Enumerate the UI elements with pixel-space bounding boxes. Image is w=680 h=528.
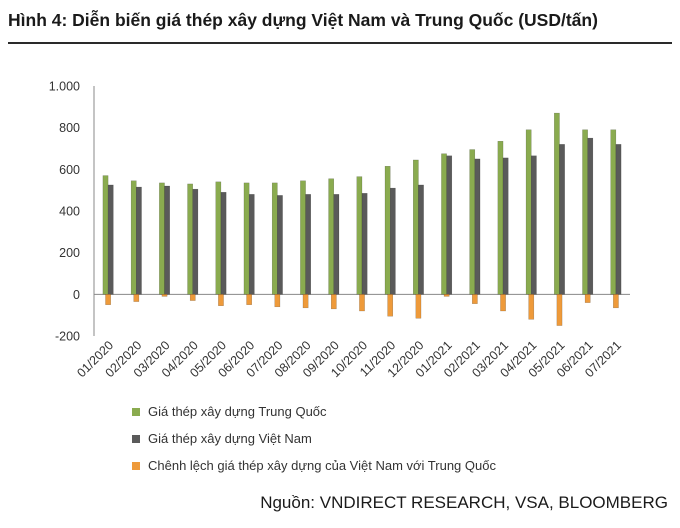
legend-item-china: Giá thép xây dựng Trung Quốc (132, 398, 496, 425)
bar-china (610, 129, 617, 295)
legend-item-difference: Chênh lệch giá thép xây dựng của Việt Na… (132, 452, 496, 479)
bar-china (159, 182, 165, 295)
bar-vietnam (136, 186, 142, 295)
bar-china (413, 159, 419, 295)
bar-difference (472, 294, 478, 304)
legend-swatch-china (132, 407, 140, 416)
bar-china (441, 153, 447, 295)
y-tick-label: 200 (59, 246, 80, 260)
bar-vietnam (474, 158, 481, 295)
bar-vietnam (390, 187, 396, 295)
bar-china (102, 175, 109, 295)
legend: Giá thép xây dựng Trung Quốc Giá thép xâ… (132, 398, 496, 479)
bar-china (215, 181, 222, 295)
bar-vietnam (446, 155, 453, 295)
bar-difference (246, 294, 252, 305)
bars (102, 112, 622, 326)
bar-china (525, 129, 532, 295)
bar-vietnam (418, 184, 424, 295)
bar-difference (500, 294, 506, 312)
bar-difference (105, 294, 111, 305)
source-note: Nguồn: VNDIRECT RESEARCH, VSA, BLOOMBERG (260, 493, 668, 512)
bar-vietnam (277, 195, 283, 295)
bar-difference (161, 294, 168, 297)
bar-difference (133, 294, 140, 302)
bar-china (554, 112, 560, 295)
bar-vietnam (192, 188, 199, 295)
bar-vietnam (248, 194, 255, 295)
bar-vietnam (615, 144, 622, 295)
bar-china (328, 178, 334, 295)
bar-difference (274, 294, 281, 308)
bar-vietnam (502, 157, 509, 295)
x-tick-labels: 01/202002/202003/202004/202005/202006/20… (74, 338, 624, 380)
bar-vietnam (305, 194, 311, 295)
bar-vietnam (164, 185, 170, 295)
bar-china (187, 183, 193, 295)
bar-difference (218, 294, 224, 306)
bar-difference (359, 294, 365, 312)
bar-china (356, 176, 363, 295)
bar-difference (443, 294, 450, 297)
legend-item-vietnam: Giá thép xây dựng Việt Nam (132, 425, 496, 452)
legend-label-vietnam: Giá thép xây dựng Việt Nam (148, 431, 312, 446)
chart-title: Hình 4: Diễn biến giá thép xây dựng Việt… (8, 10, 598, 30)
legend-label-difference: Chênh lệch giá thép xây dựng của Việt Na… (148, 458, 496, 473)
legend-label-china: Giá thép xây dựng Trung Quốc (148, 404, 327, 419)
bar-china (582, 129, 588, 295)
bar-vietnam (107, 184, 114, 295)
bar-china (300, 180, 306, 295)
bar-china (497, 141, 504, 295)
bar-difference (302, 294, 309, 309)
bar-vietnam (559, 144, 565, 295)
y-tick-label: 400 (59, 205, 80, 219)
bar-vietnam (220, 192, 227, 295)
bar-china (384, 166, 391, 295)
legend-swatch-difference (132, 461, 140, 470)
bar-vietnam (587, 137, 594, 295)
bar-vietnam (361, 193, 368, 295)
bar-vietnam (531, 155, 537, 295)
bar-difference (613, 294, 619, 309)
y-tick-labels: 1.000 800 600 400 200 0 -200 (49, 80, 80, 344)
bar-china (130, 180, 137, 295)
bar-china (243, 182, 250, 295)
bar-china (469, 149, 476, 295)
bar-difference (189, 294, 196, 301)
bar-chart: 1.000 800 600 400 200 0 -200 01/202002/202003/… (49, 80, 630, 380)
bar-difference (556, 294, 563, 326)
bar-difference (387, 294, 394, 317)
bar-difference (415, 294, 422, 319)
bar-difference (330, 294, 337, 310)
y-tick-label: -200 (55, 330, 80, 344)
bar-china (271, 182, 278, 295)
bar-difference (528, 294, 535, 320)
title-rule (8, 42, 672, 44)
y-tick-label: 0 (73, 288, 80, 302)
y-tick-label: 600 (59, 163, 80, 177)
y-tick-label: 1.000 (49, 80, 80, 94)
y-tick-label: 800 (59, 121, 80, 135)
bar-vietnam (333, 194, 340, 295)
legend-swatch-vietnam (132, 434, 140, 443)
bar-difference (584, 294, 591, 303)
